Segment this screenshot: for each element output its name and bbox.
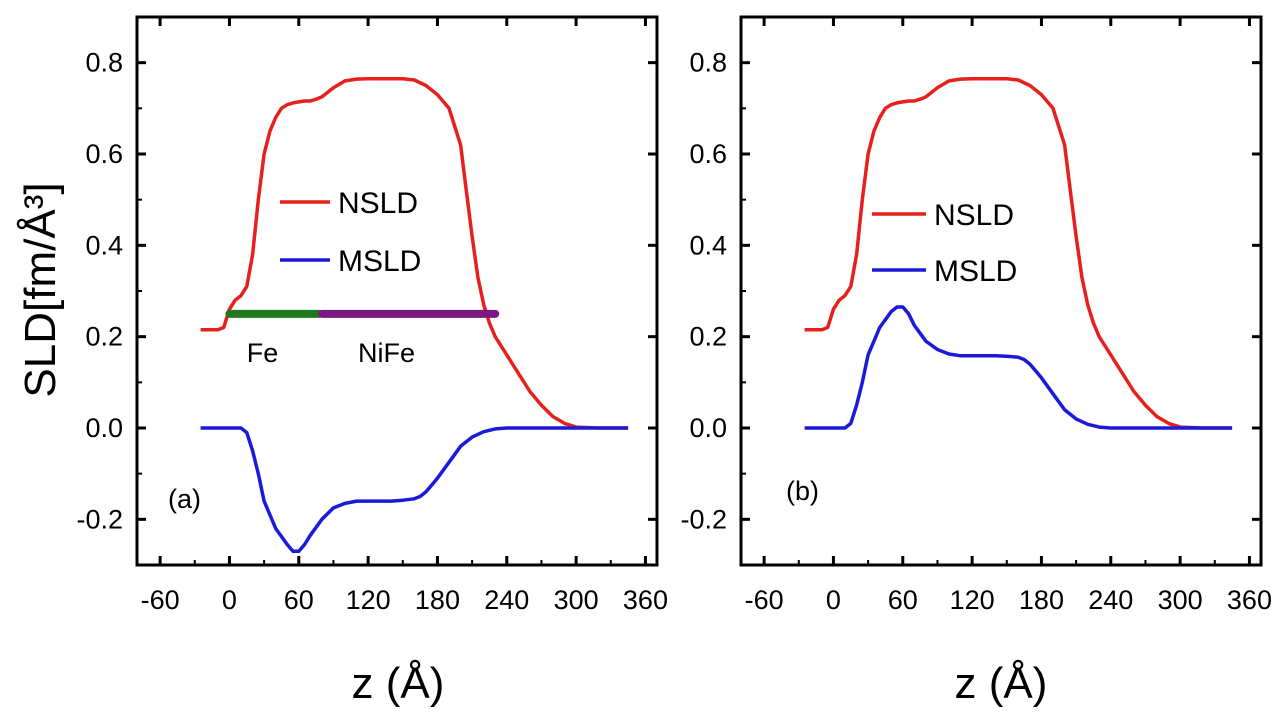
y-tick-label: 0.8 bbox=[689, 48, 727, 78]
series-line-nsld bbox=[200, 76, 629, 430]
y-tick-label: -0.2 bbox=[76, 504, 123, 534]
legend-label-nsld: NSLD bbox=[338, 187, 418, 220]
panel-a-chart: -60 0 60 120 180 240 300 360 -0.2 0.0 0.2 0.4 0.6 0.8… bbox=[76, 15, 668, 708]
x-tick-label: 360 bbox=[623, 585, 668, 615]
panel-label: (a) bbox=[168, 484, 201, 514]
x-tick-label: 0 bbox=[222, 585, 237, 615]
x-axis-label: z (Å) bbox=[352, 659, 445, 708]
y-tick-label: 0.4 bbox=[689, 230, 727, 260]
x-tick-label: 300 bbox=[1158, 585, 1203, 615]
panel-label: (b) bbox=[786, 476, 819, 506]
legend-label-msld: MSLD bbox=[934, 255, 1017, 288]
plot-frame bbox=[135, 15, 659, 567]
panel-b-chart: -60 0 60 120 180 240 300 360 -0.2 0.0 0.2 0.4 0.6 0.8… bbox=[680, 15, 1272, 708]
y-tick-label: 0.6 bbox=[85, 139, 123, 169]
y-tick-label: 0.6 bbox=[689, 139, 727, 169]
y-tick-label: 0.0 bbox=[85, 413, 123, 443]
y-tick-label: 0.0 bbox=[689, 413, 727, 443]
legend-label-msld: MSLD bbox=[338, 245, 421, 278]
x-tick-label: 120 bbox=[950, 585, 995, 615]
y-tick-label: 0.2 bbox=[689, 322, 727, 352]
x-tick-label: 300 bbox=[554, 585, 599, 615]
y-tick-label: 0.4 bbox=[85, 230, 123, 260]
layer-label-fe: Fe bbox=[247, 338, 279, 368]
series-line-nsld bbox=[804, 76, 1233, 430]
x-tick-label: 180 bbox=[1019, 585, 1064, 615]
layer-label-nife: NiFe bbox=[358, 338, 415, 368]
x-tick-label: 360 bbox=[1227, 585, 1272, 615]
y-tick-label: 0.2 bbox=[85, 322, 123, 352]
y-tick-label: -0.2 bbox=[680, 504, 727, 534]
series-line-msld bbox=[804, 305, 1233, 430]
legend-label-nsld: NSLD bbox=[934, 199, 1014, 232]
series-line-msld bbox=[200, 426, 629, 554]
x-tick-label: 60 bbox=[284, 585, 314, 615]
x-tick-label: 240 bbox=[484, 585, 529, 615]
shared-y-axis-label: SLD[fm/Å³] bbox=[16, 182, 65, 397]
x-tick-label: 60 bbox=[888, 585, 918, 615]
x-tick-label: 180 bbox=[415, 585, 460, 615]
x-axis-label: z (Å) bbox=[955, 659, 1048, 708]
plot-frame bbox=[739, 15, 1263, 567]
x-tick-label: 120 bbox=[346, 585, 391, 615]
x-tick-label: 0 bbox=[826, 585, 841, 615]
x-tick-label: -60 bbox=[745, 585, 784, 615]
x-tick-label: -60 bbox=[141, 585, 180, 615]
y-tick-label: 0.8 bbox=[85, 48, 123, 78]
x-tick-label: 240 bbox=[1088, 585, 1133, 615]
